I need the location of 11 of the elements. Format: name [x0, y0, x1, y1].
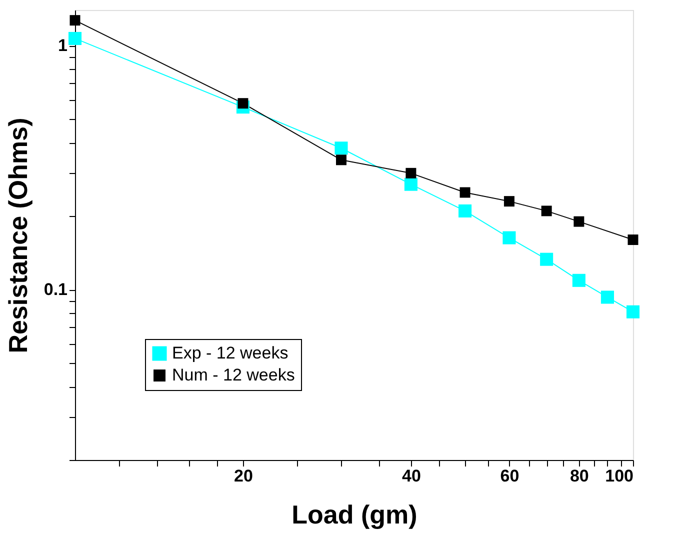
y-axis-title: Resistance (Ohms): [2, 118, 33, 354]
y-tick-label: 1: [58, 36, 68, 56]
x-tick-label: 20: [234, 466, 253, 486]
y-tick-label: 0.1: [44, 280, 68, 300]
x-tick-label: 100: [605, 466, 634, 486]
x-tick-label: 40: [402, 466, 421, 486]
x-tick-label: 60: [500, 466, 520, 486]
x-axis-title: Load (gm): [292, 500, 418, 530]
legend-label: Num - 12 weeks: [172, 366, 295, 384]
legend-label: Exp - 12 weeks: [172, 344, 288, 362]
x-tick-label: 80: [570, 466, 589, 486]
